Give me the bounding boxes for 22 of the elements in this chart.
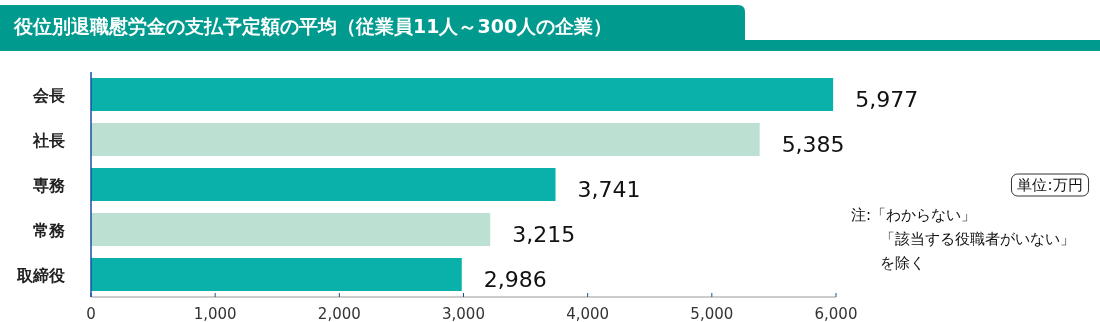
data-label: 2,986 [483,266,547,292]
y-tick-label: 専務 [32,175,66,195]
chart-title: 役位別退職慰労金の支払予定額の平均（従業員11人～300人の企業） [13,15,613,37]
text: 単位:万円 [1017,176,1083,194]
x-tick-label: 2,000 [317,305,361,322]
x-tick-label: 6,000 [814,305,858,322]
data-label: 3,741 [577,176,641,202]
x-tick-label: 3,000 [442,305,485,322]
x-tick-label: 1,000 [193,305,237,322]
data-label: 5,385 [781,131,845,157]
text: 注:「わからない」 [851,206,977,224]
text: 「該当する役職者がいない」 [880,230,1075,248]
text: を除く [880,254,925,272]
y-tick-label: 常務 [33,220,66,240]
data-label: 5,977 [855,86,919,112]
x-tick-label: 5,000 [690,305,734,322]
data-label: 3,215 [512,221,576,247]
y-tick-label: 会長 [32,85,65,105]
x-tick-label: 4,000 [566,305,610,322]
x-tick-label: 0 [86,305,96,322]
y-tick-label: 社長 [32,130,65,150]
y-tick-label: 取締役 [16,265,66,285]
